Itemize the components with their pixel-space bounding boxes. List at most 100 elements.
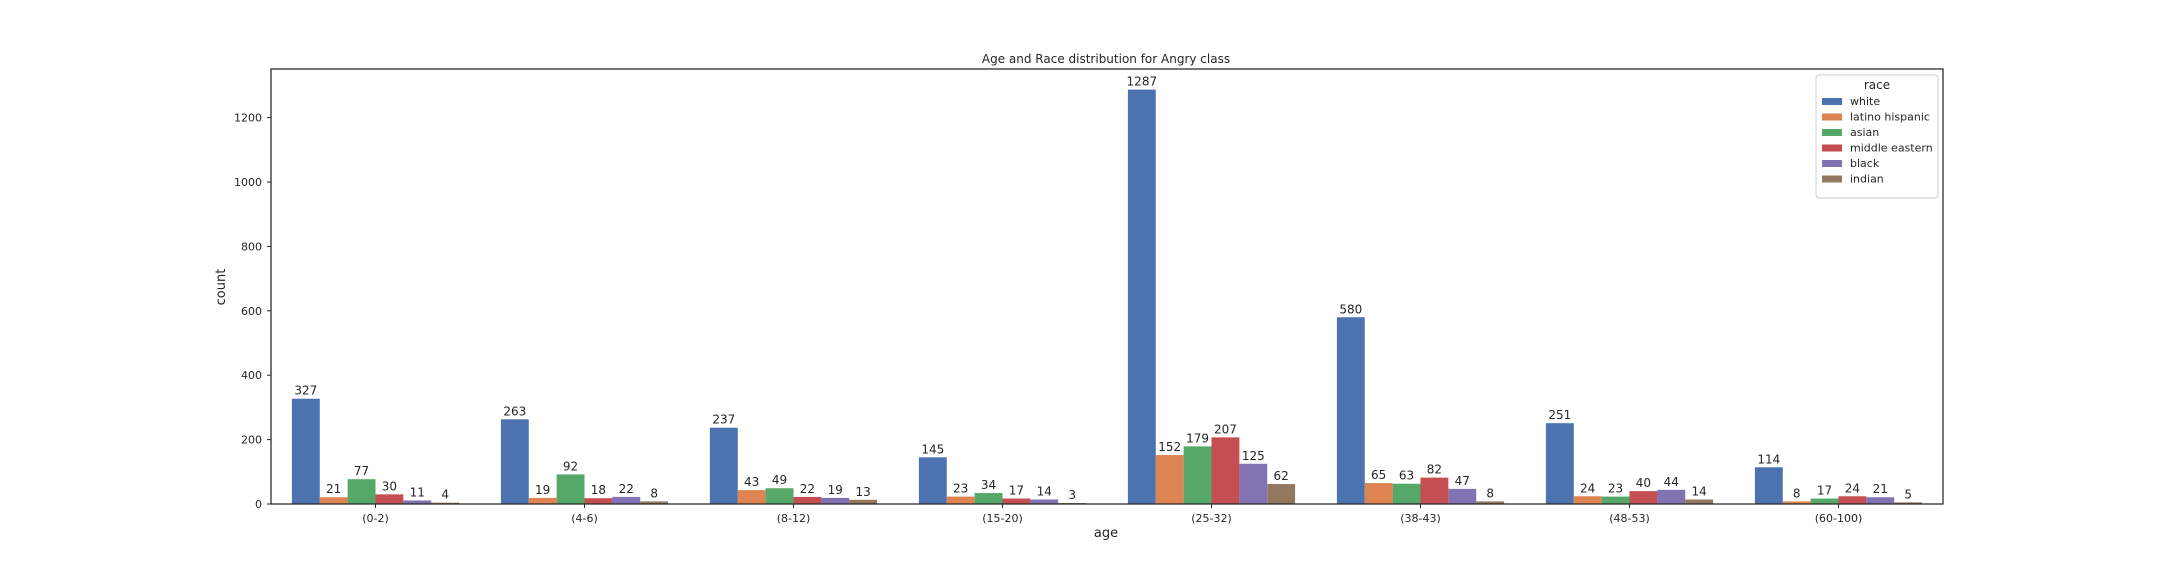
y-tick-label: 400	[241, 369, 262, 382]
data-label: 263	[503, 404, 526, 418]
x-axis-label: age	[1094, 526, 1118, 541]
x-tick-label: (48-53)	[1609, 512, 1650, 525]
bar	[1657, 489, 1686, 504]
bar	[765, 488, 794, 504]
x-tick-label: (0-2)	[362, 512, 389, 525]
data-label: 179	[1186, 431, 1209, 445]
data-label: 30	[382, 479, 397, 493]
bar	[291, 398, 320, 504]
bar	[709, 427, 738, 504]
data-label: 114	[1757, 452, 1780, 466]
data-label: 92	[563, 459, 578, 473]
bar	[918, 457, 947, 504]
legend-swatch	[1822, 113, 1842, 121]
data-label: 207	[1214, 422, 1237, 436]
data-label: 4	[441, 488, 449, 502]
bar	[793, 496, 822, 504]
y-tick-label: 1000	[234, 176, 262, 189]
legend-entry-label: white	[1850, 95, 1880, 108]
bar	[1545, 423, 1574, 504]
bar	[946, 496, 975, 504]
y-tick-label: 800	[241, 240, 262, 253]
data-label: 82	[1427, 463, 1442, 477]
axes-layer: 0 200 400 600 800 1000 1200 (0-2) (4-6) (8-12) (15…	[234, 68, 1944, 525]
y-tick-label: 0	[255, 498, 262, 511]
bar	[1211, 437, 1240, 504]
bar	[1894, 502, 1923, 504]
y-tick-label: 1200	[234, 112, 262, 125]
data-label: 23	[953, 482, 968, 496]
data-label: 8	[1793, 486, 1801, 500]
data-label: 43	[744, 475, 759, 489]
data-label: 65	[1371, 468, 1386, 482]
data-label: 14	[1037, 484, 1052, 498]
bar	[1782, 501, 1811, 504]
bar	[584, 498, 613, 504]
data-label: 11	[410, 485, 425, 499]
bars-layer	[291, 89, 1923, 505]
data-label: 49	[772, 473, 787, 487]
bar	[1239, 463, 1268, 504]
data-label: 24	[1580, 481, 1595, 495]
bar	[612, 496, 641, 504]
legend: race white latino hispanic asian middle east…	[1815, 74, 1939, 199]
x-tick-label: (15-20)	[982, 512, 1023, 525]
bar	[1392, 483, 1421, 504]
bar	[1685, 499, 1714, 504]
data-label: 5	[1904, 487, 1912, 501]
legend-swatch	[1822, 98, 1842, 105]
data-label: 13	[856, 485, 871, 499]
bar	[1601, 496, 1630, 504]
legend-entry-label: indian	[1850, 173, 1884, 186]
data-label: 19	[535, 483, 550, 497]
bar	[821, 497, 850, 504]
data-label: 152	[1158, 440, 1181, 454]
bar	[347, 479, 376, 504]
data-label: 44	[1664, 475, 1679, 489]
x-tick-label: (4-6)	[571, 512, 598, 525]
legend-swatch	[1822, 160, 1842, 167]
bar	[556, 474, 585, 504]
data-label: 23	[1608, 482, 1623, 496]
bar	[1336, 317, 1365, 504]
legend-swatch	[1822, 129, 1842, 136]
plot-frame	[270, 68, 1944, 505]
legend-title: race	[1864, 78, 1890, 92]
bar	[1573, 496, 1602, 504]
data-label: 1287	[1127, 75, 1158, 89]
bar	[1476, 501, 1505, 504]
data-label: 327	[294, 384, 317, 398]
legend-box	[1815, 74, 1939, 199]
bar	[1629, 491, 1658, 504]
chart-title: Age and Race distribution for Angry clas…	[982, 52, 1230, 66]
data-label: 18	[591, 483, 606, 497]
bar	[640, 501, 669, 504]
bar	[1183, 446, 1212, 504]
bar	[1810, 498, 1839, 504]
bar	[1420, 477, 1449, 504]
data-label: 3	[1068, 488, 1076, 502]
data-label: 77	[354, 464, 369, 478]
legend-entry-label: latino hispanic	[1850, 111, 1930, 124]
x-tick-label: (60-100)	[1815, 512, 1863, 525]
bar	[1448, 488, 1477, 504]
data-label: 251	[1548, 408, 1571, 422]
legend-entry-label: middle eastern	[1850, 142, 1933, 155]
bar	[1866, 497, 1895, 504]
data-label: 8	[650, 486, 658, 500]
bar	[849, 499, 878, 504]
data-label: 17	[1817, 484, 1832, 498]
bar	[1267, 484, 1296, 504]
legend-swatch	[1822, 175, 1842, 183]
data-label: 63	[1399, 469, 1414, 483]
data-label: 47	[1455, 474, 1470, 488]
bar	[431, 502, 460, 504]
data-label: 19	[828, 483, 843, 497]
data-label: 580	[1339, 302, 1362, 316]
bar	[375, 494, 404, 504]
bar	[403, 500, 432, 504]
data-label: 237	[712, 413, 735, 427]
data-label: 22	[619, 482, 634, 496]
